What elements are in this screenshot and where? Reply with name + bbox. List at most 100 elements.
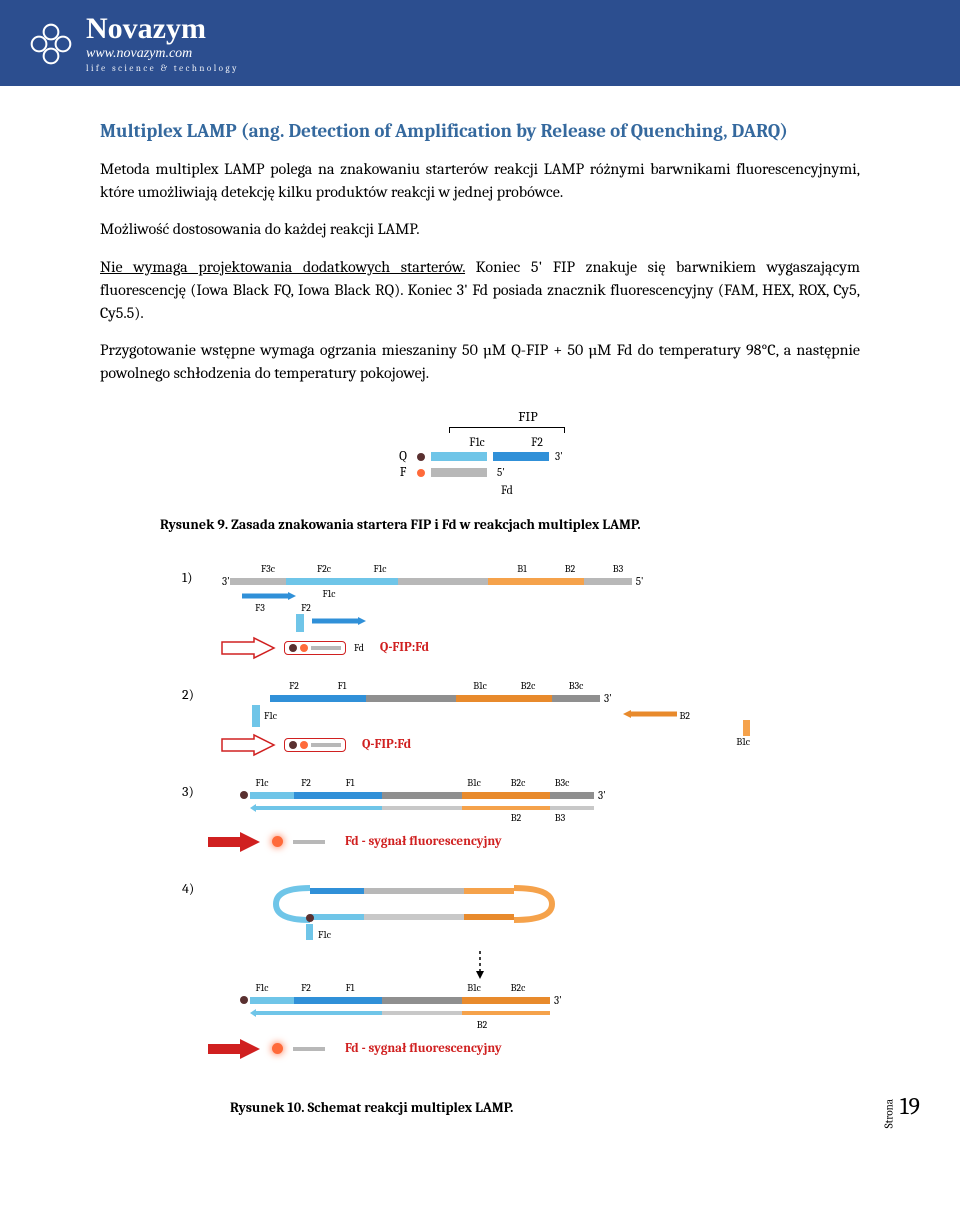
lbl: B2 [460,1019,504,1031]
fig9-f-label: F [395,465,411,480]
qfipfd-annot: Q-FIP:Fd [362,737,411,752]
seg [462,792,506,799]
fd-seg [293,1047,325,1051]
seg [506,1011,550,1015]
lbl: B1c [452,982,496,994]
seg [250,997,294,1004]
fig10-step-2: 2) F2 F1 B1c B2c B3c 3' [210,680,750,757]
quencher-dot-icon [289,644,297,652]
lbl-f2c: F2c [296,563,352,575]
signal-annot: Fd - sygnał fluorescencyjny [345,834,502,849]
lbl-f3: F3 [240,602,280,614]
paragraph-2: Możliwość dostosowania do każdej reakcji… [100,218,860,241]
fig10-step-3: 3) F1c F2 F1 B1c B2c B3c [210,777,750,854]
fig9-fd-label: Fd [449,483,565,497]
seg [398,578,488,585]
figure-10-caption: Rysunek 10. Schemat reakcji multiplex LA… [100,1099,860,1116]
seg [506,806,550,810]
lbl: B2c [504,680,552,692]
lbl-f1c: F1c [352,563,408,575]
quencher-dot-icon [240,996,248,1004]
lbl: F1 [328,777,372,789]
lbl: F2 [270,680,318,692]
fig9-f2-label: F2 [509,435,565,449]
lbl: B3c [552,680,600,692]
seg [462,1011,506,1015]
header-banner: Novazym www.novazym.com life science & t… [0,0,960,86]
filled-arrow-icon [206,1037,262,1061]
fig9-5prime: 5' [497,466,505,479]
quencher-dot-icon [289,741,297,749]
end: 3' [598,789,606,802]
page-label: Strona [883,1099,896,1128]
fig9-top-primer: Q 3' [395,449,565,465]
qfip-box [284,641,346,655]
seg [366,695,456,702]
lbl: B1c [452,777,496,789]
arrow-left-icon [250,804,294,812]
lbl: F1c [306,588,352,600]
quencher-dot-icon [417,453,425,461]
step-num-4: 4) [182,880,194,897]
seg [338,792,382,799]
seg [338,806,382,810]
end-5: 5' [636,575,644,588]
fluorophore-dot-icon [300,644,308,652]
lbl-f2: F2 [286,602,326,614]
step-num-2: 2) [182,686,194,703]
dotted-arrow-down-icon [470,949,490,979]
brand-block: Novazym www.novazym.com life science & t… [86,14,239,74]
lbl-fd: Fd [354,642,364,654]
fluorophore-dot-icon [417,469,425,477]
open-arrow-icon [220,733,276,757]
fig9-bracket [449,427,565,433]
seg [462,997,506,1004]
open-arrow-icon [220,636,276,660]
lbl: B2 [494,812,538,824]
seg [294,806,338,810]
end: 3' [554,994,562,1007]
seg [382,997,462,1004]
seg [294,1011,338,1015]
lbl: F2 [284,982,328,994]
fig9-fip-label: FIP [491,408,565,425]
seg [536,578,584,585]
seg [342,578,398,585]
seg [270,695,318,702]
lbl: F1 [328,982,372,994]
seg [338,997,382,1004]
lbl: F1c [240,982,284,994]
lbl-b1: B1 [498,563,546,575]
lbl: F1c [240,777,284,789]
fig10-step-1: 1) F3c F2c F1c B1 B2 B3 3' [210,563,750,660]
lbl: F2 [284,777,328,789]
lbl: B3c [540,777,584,789]
arrow-left-icon [250,1009,294,1017]
page-number: Strona19 [866,1092,920,1120]
seg [382,1011,462,1015]
fluorophore-glow-icon [272,836,283,847]
lbl: B2c [496,982,540,994]
logo-icon [28,21,74,67]
dumbbell-icon: F1c [270,874,610,946]
seg [382,792,462,799]
fig9-3prime: 3' [555,450,563,463]
seg [294,792,338,799]
lbl-b2: B2 [546,563,594,575]
seg [338,1011,382,1015]
seg [294,997,338,1004]
seg [584,578,632,585]
end: 3' [604,692,612,705]
fig10-step-4: 4) [210,874,750,1061]
figure-10: 1) F3c F2c F1c B1 B2 B3 3' [100,563,860,1081]
fig9-q-label: Q [395,449,411,464]
lbl-f3c: F3c [240,563,296,575]
qfipfd-annot: Q-FIP:Fd [380,640,429,655]
page-content: Multiplex LAMP (ang. Detection of Amplif… [0,86,960,1146]
fluorophore-glow-icon [272,1043,283,1054]
arrow-f3-icon [240,591,296,601]
figure-9: FIP F1c F2 Q 3' F 5' Fd [100,408,860,498]
seg [296,614,304,632]
seg [250,792,294,799]
step-num-3: 3) [182,783,194,800]
